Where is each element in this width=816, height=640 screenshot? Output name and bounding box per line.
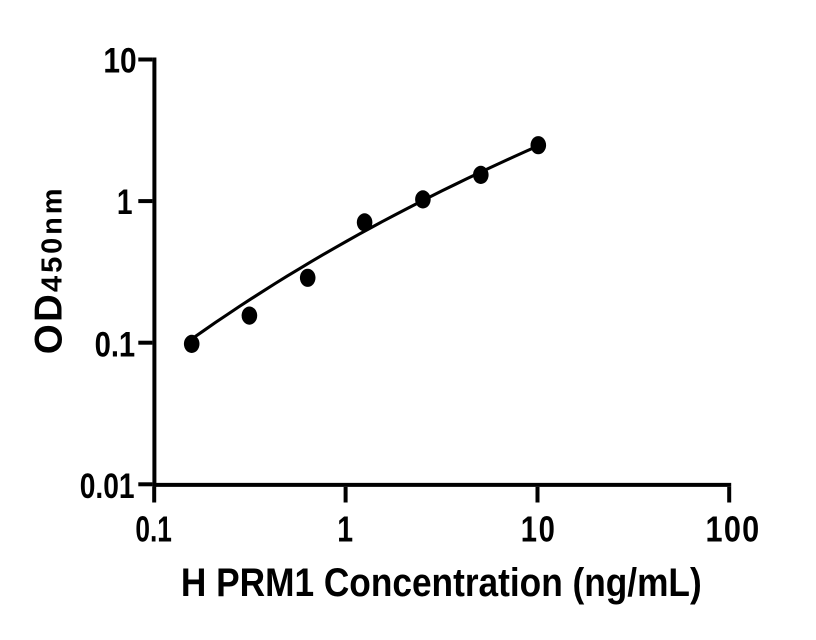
- svg-text:0.1: 0.1: [135, 508, 172, 549]
- svg-text:OD450nm: OD450nm: [28, 186, 71, 355]
- svg-text:H PRM1 Concentration (ng/mL): H PRM1 Concentration (ng/mL): [181, 560, 702, 604]
- svg-text:0.1: 0.1: [95, 325, 136, 364]
- svg-text:10: 10: [521, 509, 557, 550]
- svg-text:1: 1: [337, 508, 353, 549]
- svg-text:1: 1: [117, 182, 133, 222]
- svg-text:10: 10: [103, 41, 136, 80]
- svg-text:0.01: 0.01: [80, 466, 135, 506]
- svg-text:100: 100: [706, 509, 761, 550]
